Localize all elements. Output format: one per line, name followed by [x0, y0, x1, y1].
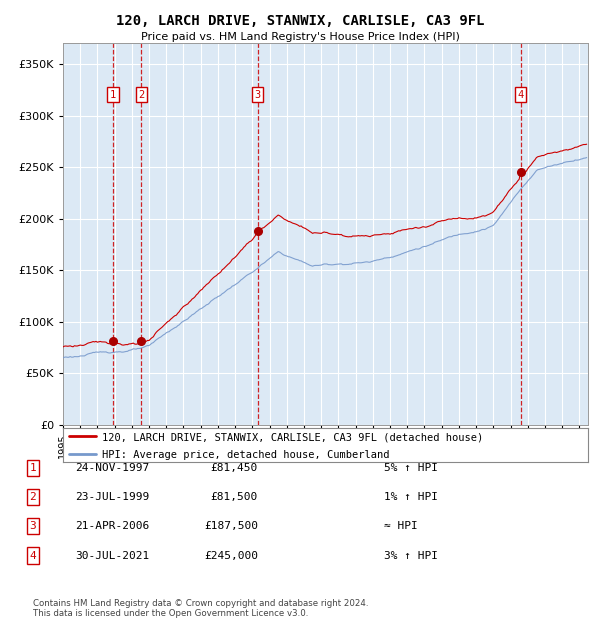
Text: £187,500: £187,500 — [204, 521, 258, 531]
Text: 21-APR-2006: 21-APR-2006 — [75, 521, 149, 531]
Text: 120, LARCH DRIVE, STANWIX, CARLISLE, CA3 9FL (detached house): 120, LARCH DRIVE, STANWIX, CARLISLE, CA3… — [103, 432, 484, 442]
Text: This data is licensed under the Open Government Licence v3.0.: This data is licensed under the Open Gov… — [33, 609, 308, 618]
Text: 1% ↑ HPI: 1% ↑ HPI — [384, 492, 438, 502]
Text: 120, LARCH DRIVE, STANWIX, CARLISLE, CA3 9FL: 120, LARCH DRIVE, STANWIX, CARLISLE, CA3… — [116, 14, 484, 28]
Text: 5% ↑ HPI: 5% ↑ HPI — [384, 463, 438, 473]
Text: 4: 4 — [29, 551, 37, 560]
Text: £245,000: £245,000 — [204, 551, 258, 560]
Text: Price paid vs. HM Land Registry's House Price Index (HPI): Price paid vs. HM Land Registry's House … — [140, 32, 460, 42]
Text: HPI: Average price, detached house, Cumberland: HPI: Average price, detached house, Cumb… — [103, 450, 390, 460]
Text: 2: 2 — [29, 492, 37, 502]
Text: £81,450: £81,450 — [211, 463, 258, 473]
Text: 1: 1 — [110, 90, 116, 100]
Text: 30-JUL-2021: 30-JUL-2021 — [75, 551, 149, 560]
Text: £81,500: £81,500 — [211, 492, 258, 502]
Text: 3% ↑ HPI: 3% ↑ HPI — [384, 551, 438, 560]
Text: 1: 1 — [29, 463, 37, 473]
Text: 3: 3 — [254, 90, 260, 100]
Text: 2: 2 — [138, 90, 145, 100]
Text: 24-NOV-1997: 24-NOV-1997 — [75, 463, 149, 473]
Text: Contains HM Land Registry data © Crown copyright and database right 2024.: Contains HM Land Registry data © Crown c… — [33, 600, 368, 608]
Text: 3: 3 — [29, 521, 37, 531]
Text: ≈ HPI: ≈ HPI — [384, 521, 418, 531]
Text: 23-JUL-1999: 23-JUL-1999 — [75, 492, 149, 502]
Text: 4: 4 — [517, 90, 524, 100]
